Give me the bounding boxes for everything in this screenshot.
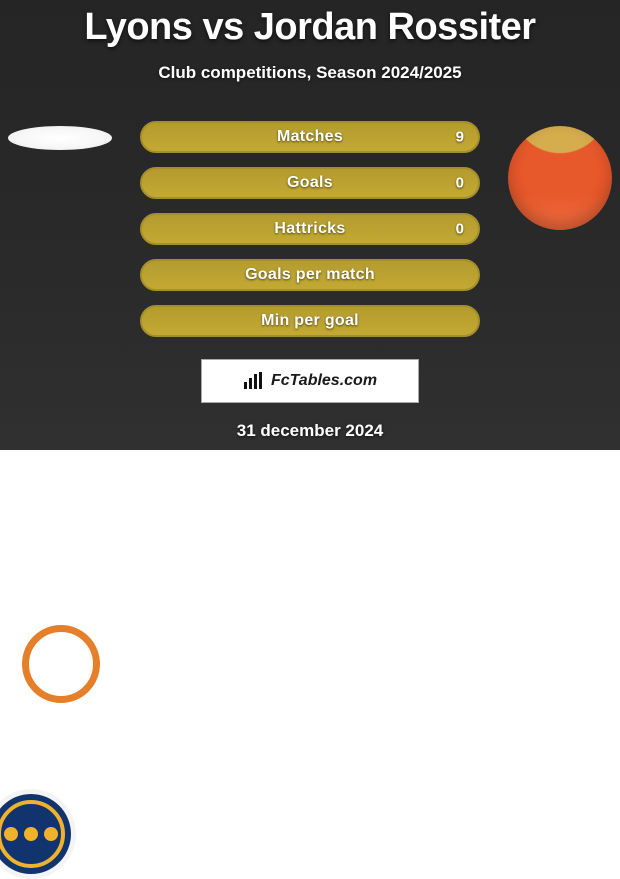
stat-bar-label: Goals [287, 174, 333, 192]
stat-bar-goals: Goals 0 [140, 167, 480, 199]
stat-bar-matches: Matches 9 [140, 121, 480, 153]
player-avatar-left [8, 126, 112, 150]
content-root: Lyons vs Jordan Rossiter Club competitio… [0, 0, 620, 441]
stat-bar-hattricks: Hattricks 0 [140, 213, 480, 245]
fctables-watermark: FcTables.com [201, 359, 419, 403]
background-lower [0, 450, 620, 580]
club-badge-left [16, 619, 106, 709]
shrewsbury-lions-icon [0, 789, 76, 879]
stat-bar-goals-per-match: Goals per match [140, 259, 480, 291]
stat-bars: Matches 9 Goals 0 Hattricks 0 Goals per … [140, 121, 480, 337]
fctables-label: FcTables.com [271, 372, 377, 390]
stat-bar-label: Matches [277, 128, 343, 146]
stat-bar-value-right: 0 [456, 175, 464, 192]
player-avatar-right [508, 126, 612, 230]
club-badge-right [0, 789, 76, 879]
stat-bar-label: Hattricks [274, 220, 345, 238]
page-title: Lyons vs Jordan Rossiter [0, 0, 620, 49]
stat-bar-value-right: 0 [456, 221, 464, 238]
date-line: 31 december 2024 [0, 421, 620, 441]
chart-icon [243, 372, 265, 390]
stat-bar-value-right: 9 [456, 129, 464, 146]
stat-bar-label: Goals per match [245, 266, 375, 284]
stat-bar-min-per-goal: Min per goal [140, 305, 480, 337]
page-subtitle: Club competitions, Season 2024/2025 [0, 63, 620, 83]
stat-bar-label: Min per goal [261, 312, 359, 330]
